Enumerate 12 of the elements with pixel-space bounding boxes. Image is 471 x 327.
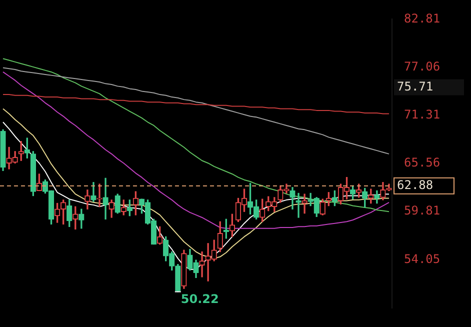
y-tick-label: 82.81 (404, 11, 440, 26)
y-tick-label: 71.31 (404, 107, 440, 122)
text: 75.71 (397, 79, 434, 94)
ref-line-label: 62.88 (397, 178, 434, 192)
candlestick (102, 178, 108, 220)
y-tick-label: 54.05 (404, 252, 440, 266)
y-tick-label: 65.56 (404, 156, 440, 170)
candlestick (302, 194, 308, 214)
y-tick-label: 77.06 (404, 59, 440, 74)
candlestick (199, 251, 205, 278)
y-tick-label: 59.81 (404, 204, 440, 218)
annotation: 50.22 (180, 292, 219, 306)
